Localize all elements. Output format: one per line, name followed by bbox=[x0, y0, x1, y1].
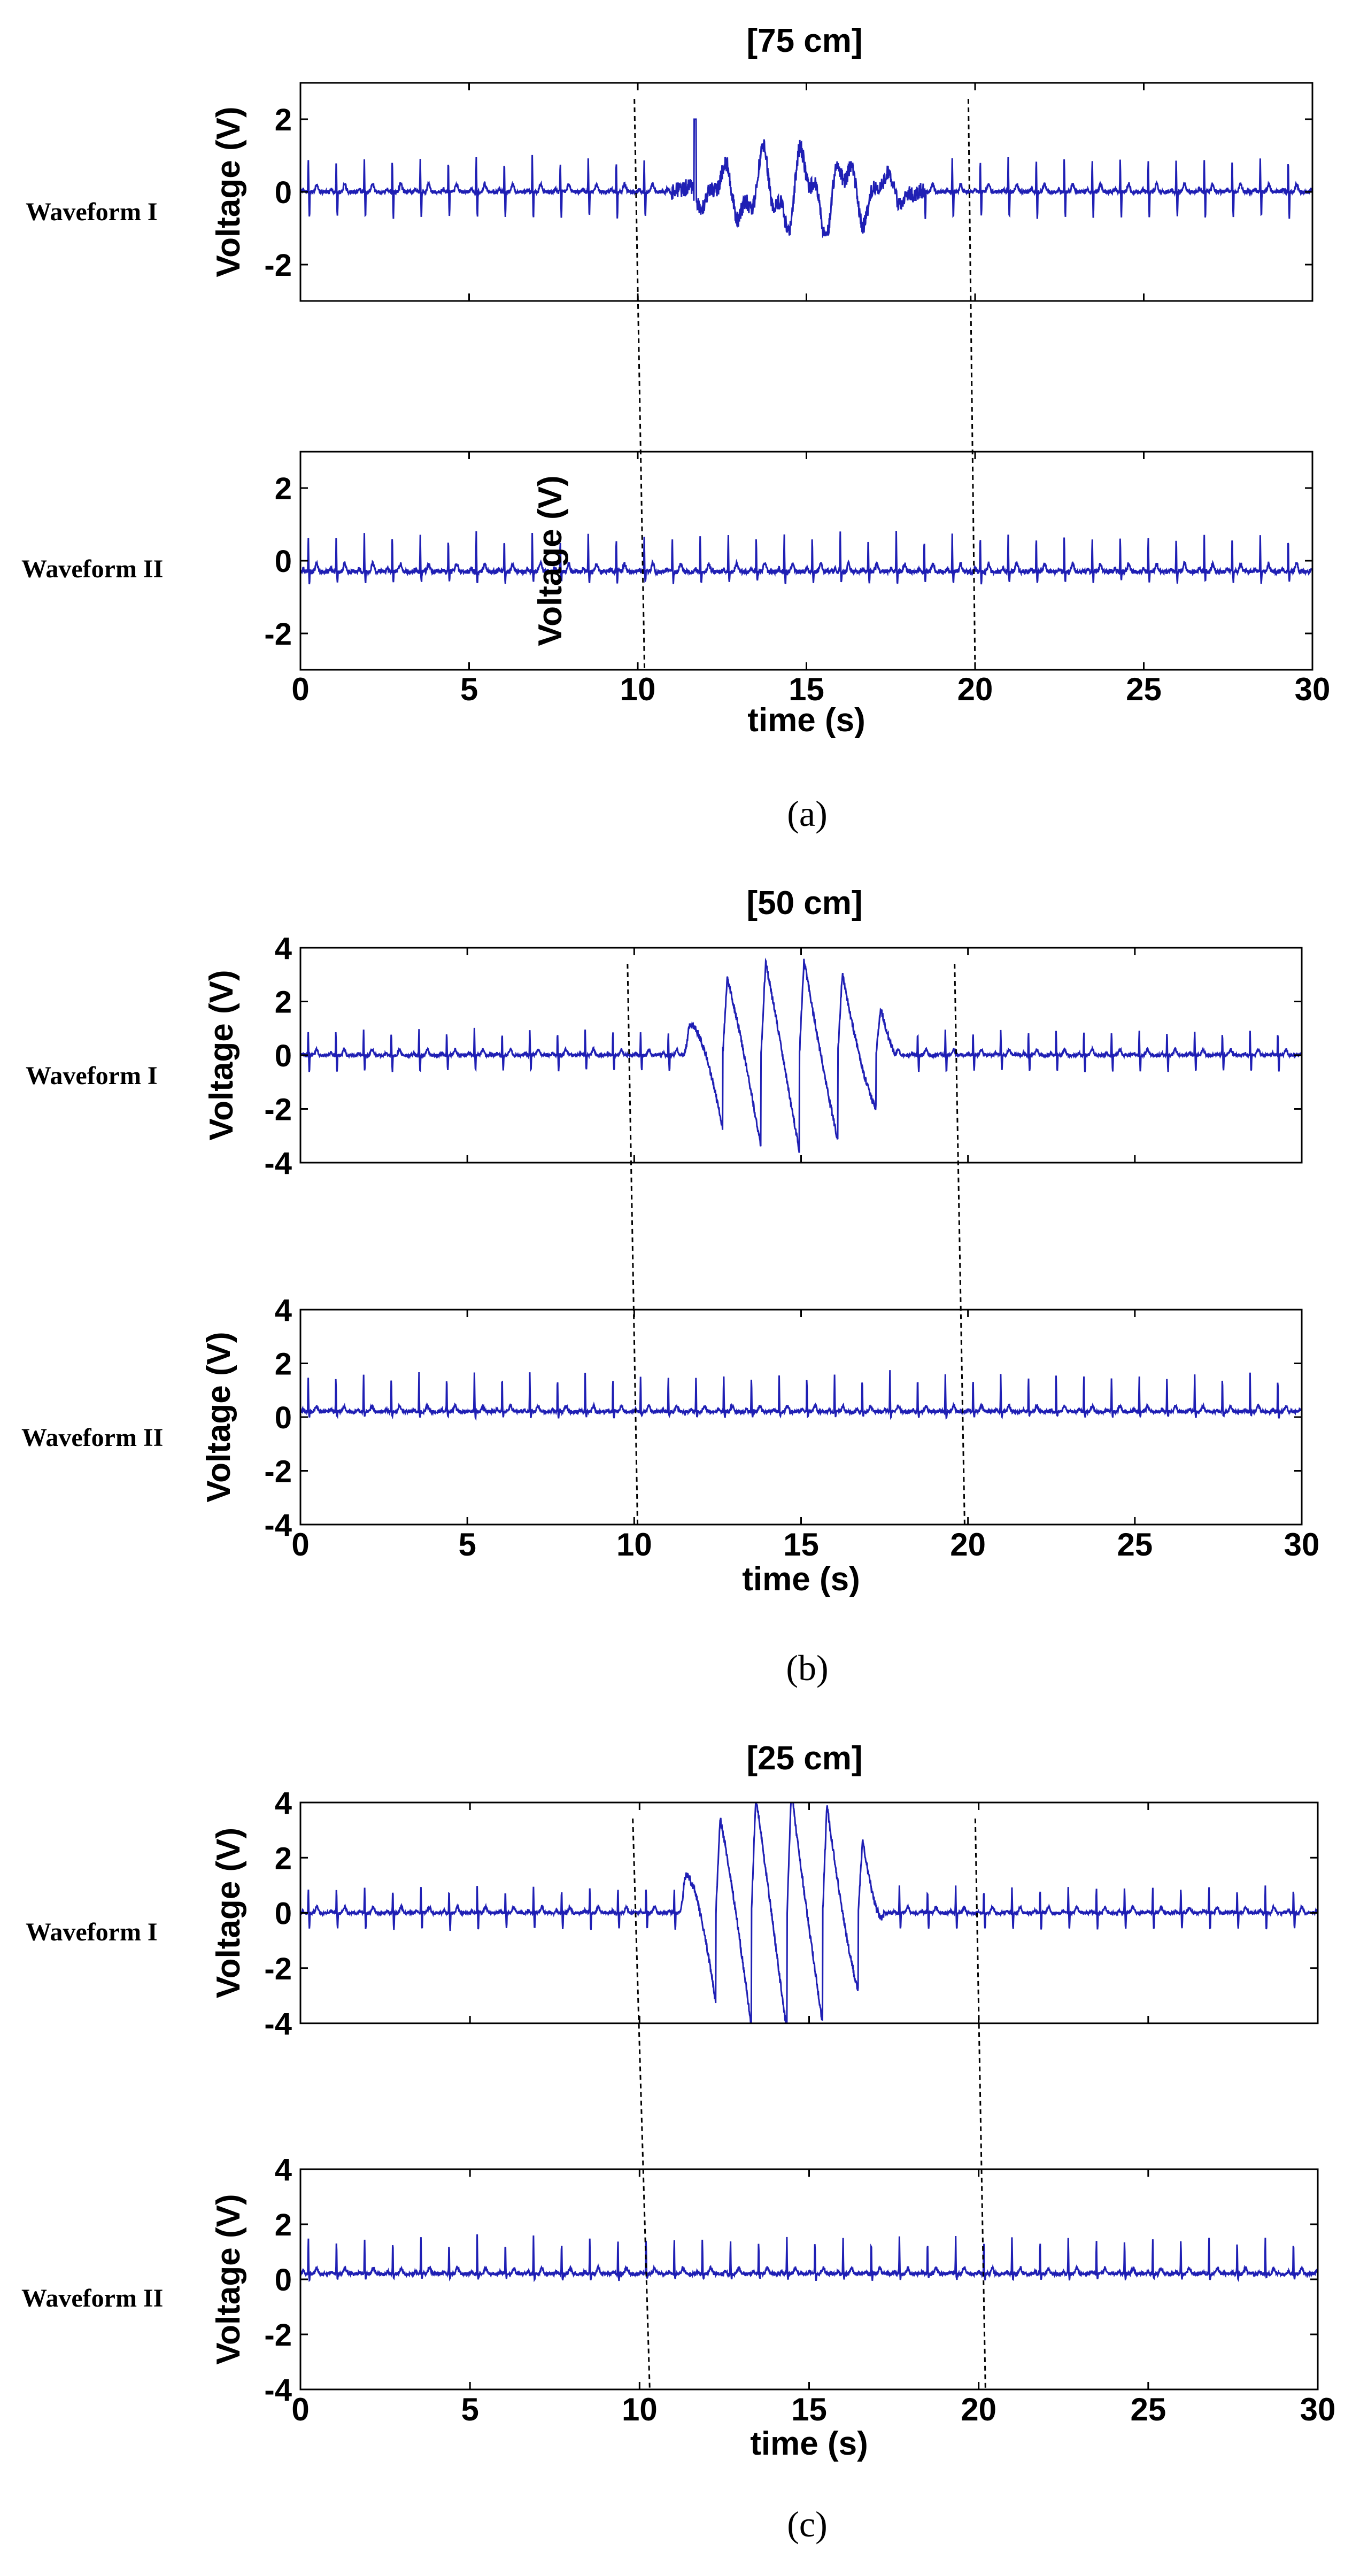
series-label: Waveform I bbox=[26, 1918, 158, 1946]
axes-frame bbox=[299, 451, 1313, 671]
chart-title: [50 cm] bbox=[746, 885, 862, 922]
y-tick-label: 2 bbox=[275, 471, 292, 506]
y-axis-label: Voltage (V) bbox=[532, 475, 569, 646]
y-tick-label: -2 bbox=[264, 1952, 292, 1986]
y-axis-label: Voltage (V) bbox=[203, 970, 240, 1140]
marker-start bbox=[633, 98, 646, 670]
trace-waveform-i bbox=[299, 957, 1303, 1153]
series-label: Waveform II bbox=[21, 2284, 163, 2312]
subplot-waveform-1: -4 -2 0 2 4 Voltage (V) Waveform I bbox=[26, 1786, 1319, 2041]
y-tick-label: 4 bbox=[275, 931, 292, 966]
y-tick-label: 2 bbox=[275, 1347, 292, 1382]
trace-waveform-ii bbox=[299, 1370, 1303, 1421]
x-tick-label: 25 bbox=[1130, 2392, 1166, 2427]
x-tick-label: 25 bbox=[1126, 671, 1162, 707]
axes-frame bbox=[299, 1309, 1303, 1526]
x-tick-label: 30 bbox=[1295, 671, 1331, 707]
y-tick-label: 0 bbox=[275, 1401, 292, 1435]
x-tick-label: 15 bbox=[791, 2392, 827, 2427]
x-tick-label: 10 bbox=[620, 671, 656, 707]
x-tick-label: 20 bbox=[961, 2392, 996, 2427]
y-axis-label: Voltage (V) bbox=[200, 1332, 237, 1502]
panel-label: (a) bbox=[787, 793, 827, 834]
series-label: Waveform I bbox=[26, 198, 158, 226]
x-tick-label: 0 bbox=[291, 2392, 309, 2427]
chart-title: [25 cm] bbox=[746, 1740, 862, 1777]
y-axis-label: Voltage (V) bbox=[210, 106, 247, 277]
axes-frame bbox=[299, 2168, 1319, 2391]
y-tick-label: 0 bbox=[275, 1897, 292, 1931]
y-tick-label: 2 bbox=[275, 985, 292, 1020]
subplot-waveform-2: -2 0 2 Voltage (V) Waveform II bbox=[21, 451, 1313, 671]
y-tick-label: 0 bbox=[275, 175, 292, 210]
x-axis-label: time (s) bbox=[742, 1561, 860, 1598]
x-tick-label: 25 bbox=[1117, 1527, 1153, 1562]
series-label: Waveform II bbox=[21, 555, 163, 583]
y-tick-label: -2 bbox=[264, 617, 292, 652]
marker-end bbox=[954, 963, 965, 1525]
x-tick-label: 5 bbox=[458, 1527, 476, 1562]
panel-label: (c) bbox=[787, 2504, 827, 2544]
y-tick-label: 0 bbox=[275, 544, 292, 579]
x-tick-label: 0 bbox=[291, 671, 309, 707]
trace-waveform-ii bbox=[299, 531, 1313, 585]
x-tick-label: 30 bbox=[1300, 2392, 1336, 2427]
y-tick-label: 4 bbox=[275, 1293, 292, 1328]
y-tick-label: 2 bbox=[275, 1841, 292, 1876]
marker-end bbox=[967, 98, 976, 670]
subplot-waveform-1: -4 -2 0 2 4 Voltage (V) Waveform I bbox=[26, 931, 1303, 1181]
y-axis-label: Voltage (V) bbox=[210, 1828, 247, 1998]
trace-waveform-i bbox=[300, 1801, 1319, 2024]
y-tick-label: -2 bbox=[264, 248, 292, 283]
y-tick-label: 4 bbox=[275, 2153, 292, 2187]
series-label: Waveform I bbox=[26, 1062, 158, 1090]
y-tick-label: -4 bbox=[264, 2007, 292, 2041]
x-tick-label: 20 bbox=[957, 671, 993, 707]
y-tick-label: -4 bbox=[264, 2373, 292, 2408]
y-tick-label: -4 bbox=[264, 1146, 292, 1181]
y-axis-label: Voltage (V) bbox=[210, 2194, 247, 2364]
y-tick-label: -2 bbox=[264, 2318, 292, 2353]
chart-title: [75 cm] bbox=[746, 22, 862, 59]
y-tick-label: 2 bbox=[275, 2208, 292, 2242]
y-tick-label: 4 bbox=[275, 1786, 292, 1821]
marker-start bbox=[632, 1818, 651, 2390]
x-tick-label: 5 bbox=[460, 671, 478, 707]
chart-panel-a: [75 cm] -2 0 2 Voltage (V) Waveform I -2 0 2 Volt… bbox=[21, 22, 1330, 834]
x-tick-label: 15 bbox=[789, 671, 824, 707]
x-tick-label: 15 bbox=[783, 1527, 819, 1562]
x-tick-label: 30 bbox=[1284, 1527, 1320, 1562]
y-tick-label: 0 bbox=[275, 1039, 292, 1073]
chart-panel-b: [50 cm] -4 -2 0 2 4 Voltage (V) Waveform I -4 -2 0… bbox=[21, 885, 1319, 1688]
subplot-waveform-2: -4 -2 0 2 4 Voltage (V) Waveform II bbox=[21, 1293, 1303, 1543]
y-tick-label: -2 bbox=[264, 1455, 292, 1489]
trace-waveform-ii bbox=[299, 2234, 1319, 2283]
x-tick-label: 20 bbox=[950, 1527, 986, 1562]
trace-waveform-i bbox=[299, 118, 1313, 238]
subplot-waveform-2: -4 -2 0 2 4 Voltage (V) Waveform II bbox=[21, 2153, 1319, 2408]
x-tick-label: 10 bbox=[616, 1527, 652, 1562]
x-tick-label: 0 bbox=[291, 1527, 309, 1562]
subplot-waveform-1: -2 0 2 Voltage (V) Waveform I bbox=[26, 82, 1313, 302]
chart-panel-c: [25 cm] -4 -2 0 2 4 Voltage (V) Waveform I -4 -2 0… bbox=[21, 1740, 1335, 2544]
panel-label: (b) bbox=[786, 1647, 828, 1688]
marker-start bbox=[627, 963, 639, 1525]
y-tick-label: 2 bbox=[275, 103, 292, 137]
x-axis-label: time (s) bbox=[750, 2425, 868, 2462]
y-tick-label: -4 bbox=[264, 1508, 292, 1543]
y-tick-label: 0 bbox=[275, 2263, 292, 2297]
x-axis-label: time (s) bbox=[747, 702, 865, 739]
x-tick-label: 5 bbox=[461, 2392, 478, 2427]
series-label: Waveform II bbox=[21, 1424, 163, 1452]
y-tick-label: -2 bbox=[264, 1093, 292, 1127]
x-tick-label: 10 bbox=[622, 2392, 658, 2427]
marker-end bbox=[974, 1818, 986, 2390]
